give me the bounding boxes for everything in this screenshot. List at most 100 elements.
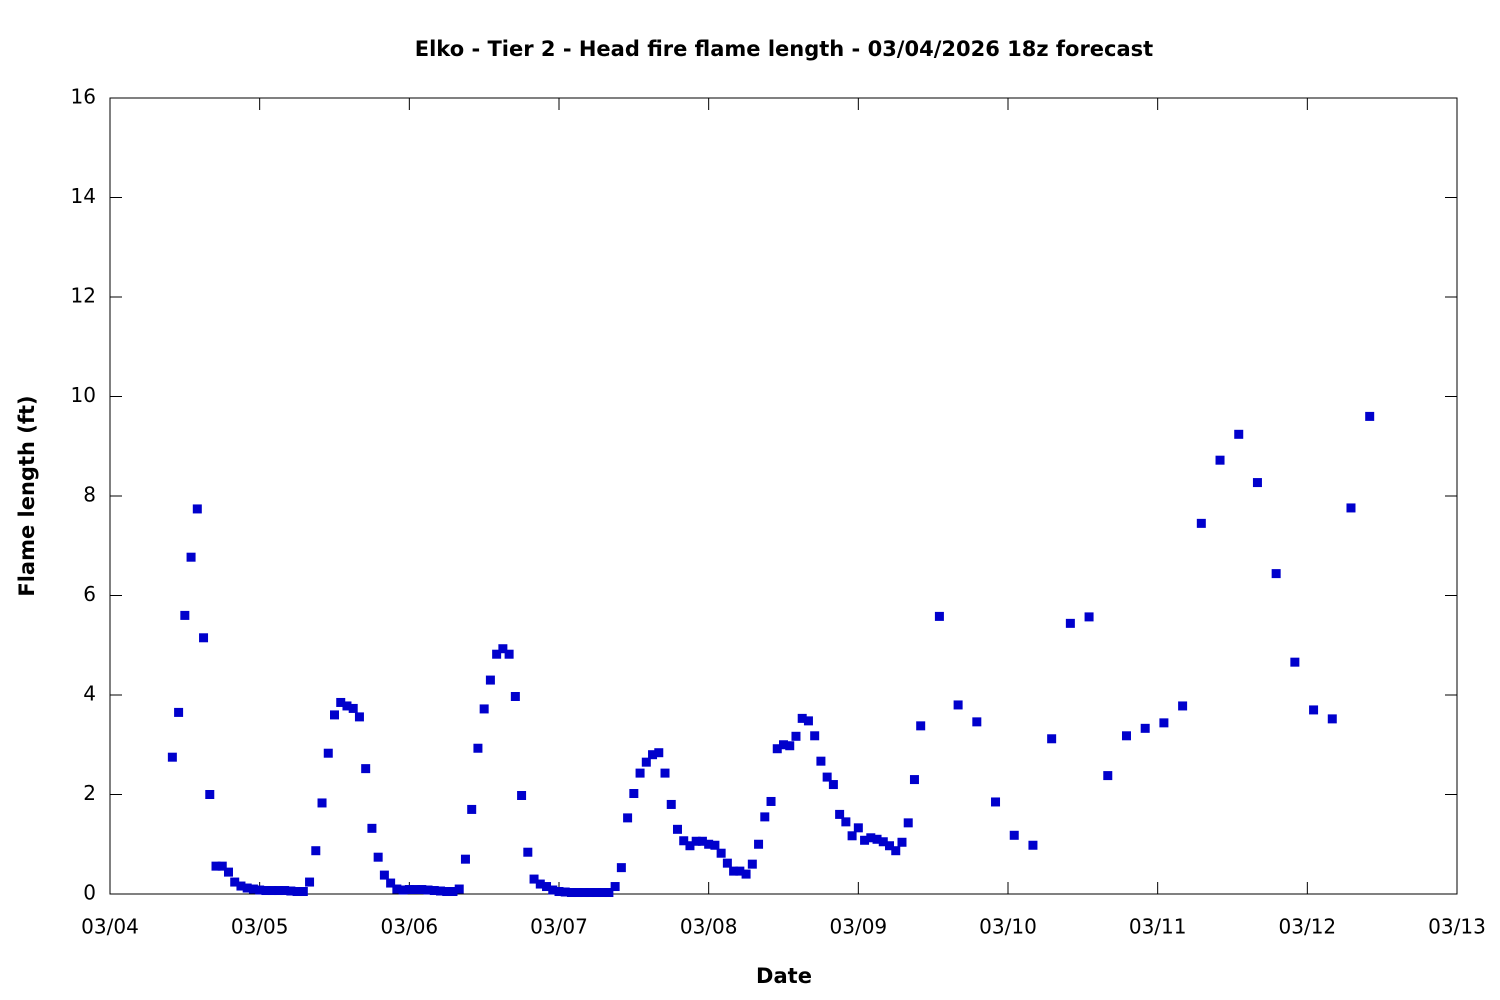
data-point: [916, 721, 926, 731]
data-point: [566, 888, 576, 898]
data-point: [1327, 714, 1337, 724]
data-point: [860, 835, 870, 845]
data-point: [242, 883, 252, 893]
data-point: [1196, 518, 1206, 528]
data-point: [454, 884, 464, 894]
data-point: [779, 740, 788, 750]
data-point: [1178, 701, 1188, 711]
data-point: [766, 796, 776, 806]
y-axis-label: Flame length (ft): [15, 395, 39, 596]
data-point: [473, 743, 483, 753]
data-point: [548, 885, 558, 895]
data-point: [305, 877, 315, 887]
chart-title: Elko - Tier 2 - Head fire flame length -…: [415, 37, 1153, 61]
data-point: [542, 882, 552, 892]
data-point: [704, 839, 714, 849]
data-point: [1009, 830, 1019, 840]
data-point: [342, 701, 352, 711]
data-point: [604, 888, 614, 898]
data-point: [1252, 478, 1262, 488]
data-point: [192, 504, 202, 514]
data-point: [517, 790, 527, 800]
data-point: [255, 885, 265, 895]
data-point: [1346, 503, 1356, 513]
data-point: [167, 752, 177, 762]
data-point: [429, 886, 439, 896]
data-point: [448, 887, 458, 897]
data-point: [754, 839, 764, 849]
data-point: [492, 649, 502, 659]
data-point: [828, 780, 838, 790]
data-point: [741, 869, 751, 879]
data-point: [953, 700, 963, 710]
data-point: [679, 836, 689, 846]
data-point: [672, 824, 682, 834]
data-point: [610, 882, 620, 892]
data-point: [847, 831, 857, 841]
data-point: [803, 716, 813, 726]
x-axis-label: Date: [756, 964, 812, 988]
data-point: [442, 887, 452, 897]
data-point: [991, 797, 1001, 807]
data-point: [485, 675, 495, 685]
data-point: [747, 859, 757, 869]
data-point: [323, 748, 333, 758]
data-point: [1028, 840, 1038, 850]
data-point: [891, 846, 901, 856]
data-point: [504, 649, 514, 659]
y-tick-label: 16: [71, 85, 96, 109]
x-tick-label: 03/06: [381, 915, 439, 939]
data-point: [1271, 569, 1281, 579]
data-point: [697, 836, 707, 846]
data-point: [286, 886, 296, 896]
data-point: [591, 888, 601, 898]
data-point: [1047, 734, 1057, 744]
data-point: [1215, 455, 1225, 465]
x-tick-label: 03/11: [1129, 915, 1187, 939]
data-point: [623, 813, 633, 823]
data-point: [236, 881, 246, 891]
data-point: [822, 772, 832, 782]
data-point: [373, 852, 383, 862]
data-point: [866, 833, 876, 843]
data-point: [498, 644, 508, 654]
data-point: [510, 691, 520, 701]
x-tick-label: 03/08: [680, 915, 738, 939]
data-point: [248, 884, 258, 894]
data-point: [760, 812, 770, 822]
data-point: [261, 886, 271, 896]
data-point: [436, 886, 446, 896]
data-point: [317, 798, 327, 808]
data-point: [691, 836, 701, 846]
data-point: [223, 867, 233, 877]
data-point: [186, 552, 196, 562]
data-point: [641, 757, 651, 767]
x-tick-label: 03/13: [1428, 915, 1486, 939]
data-point: [1309, 705, 1319, 715]
data-point: [180, 610, 190, 620]
data-point: [1103, 771, 1113, 781]
data-point: [972, 717, 982, 727]
data-point: [423, 885, 433, 895]
data-point: [560, 887, 570, 897]
data-point: [934, 611, 944, 621]
data-point: [853, 823, 863, 833]
data-point: [666, 799, 676, 809]
data-point: [460, 854, 470, 864]
data-point: [417, 885, 427, 895]
data-point: [361, 764, 371, 774]
data-point: [404, 885, 414, 895]
data-point: [841, 817, 851, 827]
data-point: [211, 861, 221, 871]
data-point: [903, 818, 913, 828]
y-tick-label: 0: [83, 881, 96, 905]
data-point: [292, 887, 302, 897]
data-point: [554, 887, 564, 897]
y-tick-label: 14: [71, 184, 96, 208]
data-point: [710, 840, 720, 850]
y-tick-label: 12: [71, 284, 96, 308]
data-point: [354, 712, 364, 722]
data-point: [273, 886, 283, 896]
